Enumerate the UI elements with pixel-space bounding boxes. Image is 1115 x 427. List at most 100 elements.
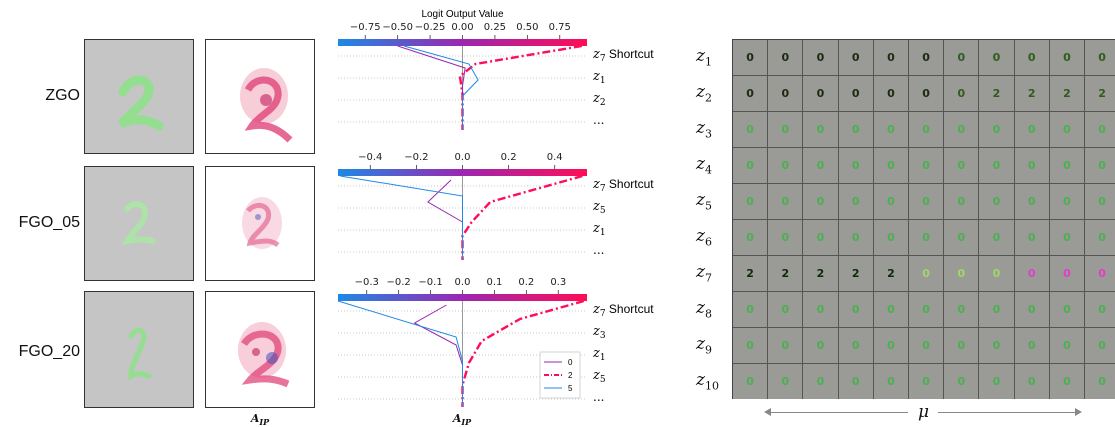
traversal-cell: 0 <box>944 76 980 112</box>
traversal-cell: 0 <box>979 328 1015 364</box>
traversal-cell: 0 <box>733 184 769 220</box>
traversal-cell: 2 <box>1085 76 1115 112</box>
traversal-cell: 2 <box>979 76 1015 112</box>
colorbar <box>338 39 587 46</box>
traversal-cell: 0 <box>1085 364 1115 399</box>
feature-label: ... <box>593 390 604 404</box>
decision-plots: Logit Output Value−0.75 −0.50 −0.25 0.00 0.2… <box>337 9 654 407</box>
traversal-cell: 0 <box>873 220 909 256</box>
tick-label: 0.75 <box>549 22 571 33</box>
attribution-map-fgo20 <box>205 291 315 408</box>
decision-path <box>461 174 583 260</box>
traversal-cell: 0 <box>873 112 909 148</box>
traversal-cell: 0 <box>873 76 909 112</box>
traversal-cell: 0 <box>733 148 769 184</box>
traversal-cell: 0 <box>944 40 980 76</box>
arrow-left-icon <box>764 408 771 416</box>
row-label-fgo05: FGO_05 <box>18 214 80 231</box>
traversal-cell: 0 <box>1085 328 1115 364</box>
latent-row-label: z4 <box>696 154 712 177</box>
latent-row-label: z3 <box>696 118 712 141</box>
legend-label: 0 <box>568 358 573 367</box>
decision-path <box>458 44 583 130</box>
traversal-cell: 0 <box>944 112 980 148</box>
traversal-cell: 0 <box>803 148 839 184</box>
traversal-cell: 0 <box>733 364 769 399</box>
traversal-cell: 0 <box>803 40 839 76</box>
traversal-cell: 0 <box>838 292 874 328</box>
traversal-cell: 0 <box>733 76 769 112</box>
traversal-cell: 0 <box>1049 328 1085 364</box>
feature-label: z7 Shortcut <box>592 47 654 64</box>
row-label-zgo: ZGO <box>45 87 80 104</box>
latent-row-label: z5 <box>696 190 712 213</box>
traversal-cell: 0 <box>1049 112 1085 148</box>
traversal-cell: 0 <box>944 364 980 399</box>
traversal-cell: 0 <box>979 112 1015 148</box>
tick-label: −0.3 <box>355 277 379 288</box>
mu-axis-label: μ <box>918 402 930 422</box>
traversal-cell: 0 <box>873 292 909 328</box>
feature-label: ... <box>593 243 604 257</box>
tick-label: −0.1 <box>418 277 442 288</box>
input-image-zgo <box>84 39 194 154</box>
traversal-cell: 0 <box>944 256 980 292</box>
digit-2-glyph <box>120 201 156 246</box>
traversal-cell: 0 <box>838 112 874 148</box>
attribution-heatmap <box>242 197 282 249</box>
traversal-cell: 0 <box>873 40 909 76</box>
decision-path <box>413 304 463 407</box>
traversal-cell: 0 <box>1049 184 1085 220</box>
digit-2-glyph <box>128 327 152 381</box>
latent-row-label: z1 <box>696 46 712 69</box>
traversal-cell: 0 <box>909 220 945 256</box>
latent-row-label: z9 <box>696 334 712 357</box>
traversal-cell: 2 <box>803 256 839 292</box>
traversal-cell: 0 <box>909 328 945 364</box>
feature-label: z1 <box>592 221 606 238</box>
tick-label: 0.0 <box>455 277 471 288</box>
traversal-cell: 0 <box>1014 112 1050 148</box>
traversal-cell: 0 <box>768 328 804 364</box>
traversal-cell: 0 <box>909 148 945 184</box>
traversal-cell: 0 <box>768 76 804 112</box>
traversal-cell: 2 <box>873 256 909 292</box>
attribution-map-fgo05 <box>205 166 315 281</box>
digit-2-glyph <box>117 75 164 131</box>
traversal-cell: 0 <box>1049 220 1085 256</box>
feature-label: z5 <box>592 368 606 385</box>
traversal-cell: 0 <box>909 292 945 328</box>
traversal-cell: 0 <box>1049 364 1085 399</box>
traversal-cell: 0 <box>1014 220 1050 256</box>
traversal-cell: 0 <box>803 292 839 328</box>
traversal-cell: 0 <box>1085 256 1115 292</box>
traversal-cell: 0 <box>1014 364 1050 399</box>
tick-label: −0.25 <box>415 22 446 33</box>
traversal-cell: 0 <box>873 364 909 399</box>
latent-row-label: z2 <box>696 82 712 105</box>
legend-label: 2 <box>568 371 573 380</box>
feature-label: z7 Shortcut <box>592 302 654 319</box>
traversal-cell: 0 <box>979 40 1015 76</box>
traversal-cell: 0 <box>873 184 909 220</box>
decision-path <box>340 175 463 260</box>
traversal-cell: 0 <box>768 292 804 328</box>
traversal-cell: 0 <box>944 292 980 328</box>
traversal-cell: 0 <box>979 364 1015 399</box>
row-label-fgo20: FGO_20 <box>18 343 80 360</box>
traversal-cell: 0 <box>733 40 769 76</box>
traversal-cell: 0 <box>1085 148 1115 184</box>
traversal-cell: 0 <box>733 328 769 364</box>
traversal-cell: 0 <box>909 76 945 112</box>
traversal-cell: 0 <box>979 220 1015 256</box>
feature-label: z2 <box>592 91 606 108</box>
traversal-cell: 0 <box>1085 40 1115 76</box>
tick-label: −0.2 <box>404 152 428 163</box>
tick-label: 0.00 <box>451 22 473 33</box>
traversal-cell: 0 <box>909 40 945 76</box>
traversal-cell: 0 <box>838 364 874 399</box>
traversal-cell: 0 <box>979 292 1015 328</box>
mu-arrow-right <box>938 412 1076 413</box>
traversal-cell: 2 <box>1049 76 1085 112</box>
